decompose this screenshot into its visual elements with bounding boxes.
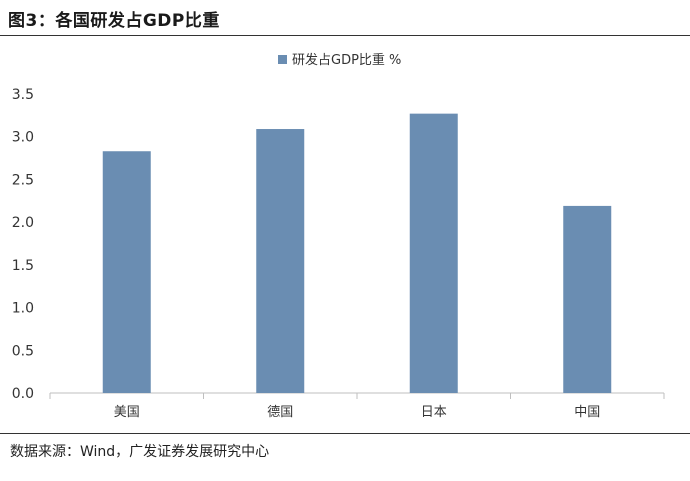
bar — [102, 151, 151, 393]
y-tick-label: 1.0 — [12, 301, 34, 317]
y-tick-label: 3.5 — [12, 87, 34, 103]
x-tick-label: 中国 — [574, 405, 600, 420]
figure-title: 图3：各国研发占GDP比重 — [8, 11, 220, 31]
x-tick-label: 日本 — [421, 405, 447, 420]
y-tick-label: 1.5 — [12, 258, 34, 274]
bar — [256, 129, 305, 394]
y-tick-label: 2.0 — [12, 215, 34, 231]
legend-label: 研发占GDP比重 % — [292, 52, 401, 68]
y-tick-label: 0.5 — [12, 343, 34, 359]
figure-header: 图3：各国研发占GDP比重 — [0, 0, 690, 36]
legend-swatch — [278, 55, 287, 64]
header-divider — [0, 35, 690, 36]
x-tick-label: 美国 — [114, 405, 140, 420]
source-note: 数据来源：Wind，广发证券发展研究中心 — [10, 444, 270, 460]
bar — [409, 113, 458, 394]
footer-divider — [0, 433, 690, 434]
chart-area: 研发占GDP比重 % 0.0 0.5 1.0 1.5 2.0 2.5 3.0 3.5 美国 德国 日本… — [0, 36, 690, 432]
bar-chart: 研发占GDP比重 % 0.0 0.5 1.0 1.5 2.0 2.5 3.0 3.5 美国 德国 日本… — [12, 52, 665, 420]
y-tick-label: 2.5 — [12, 172, 34, 188]
bar — [563, 205, 612, 393]
y-tick-label: 3.0 — [12, 130, 34, 146]
x-tick-label: 德国 — [267, 405, 293, 420]
y-tick-label: 0.0 — [12, 386, 34, 402]
